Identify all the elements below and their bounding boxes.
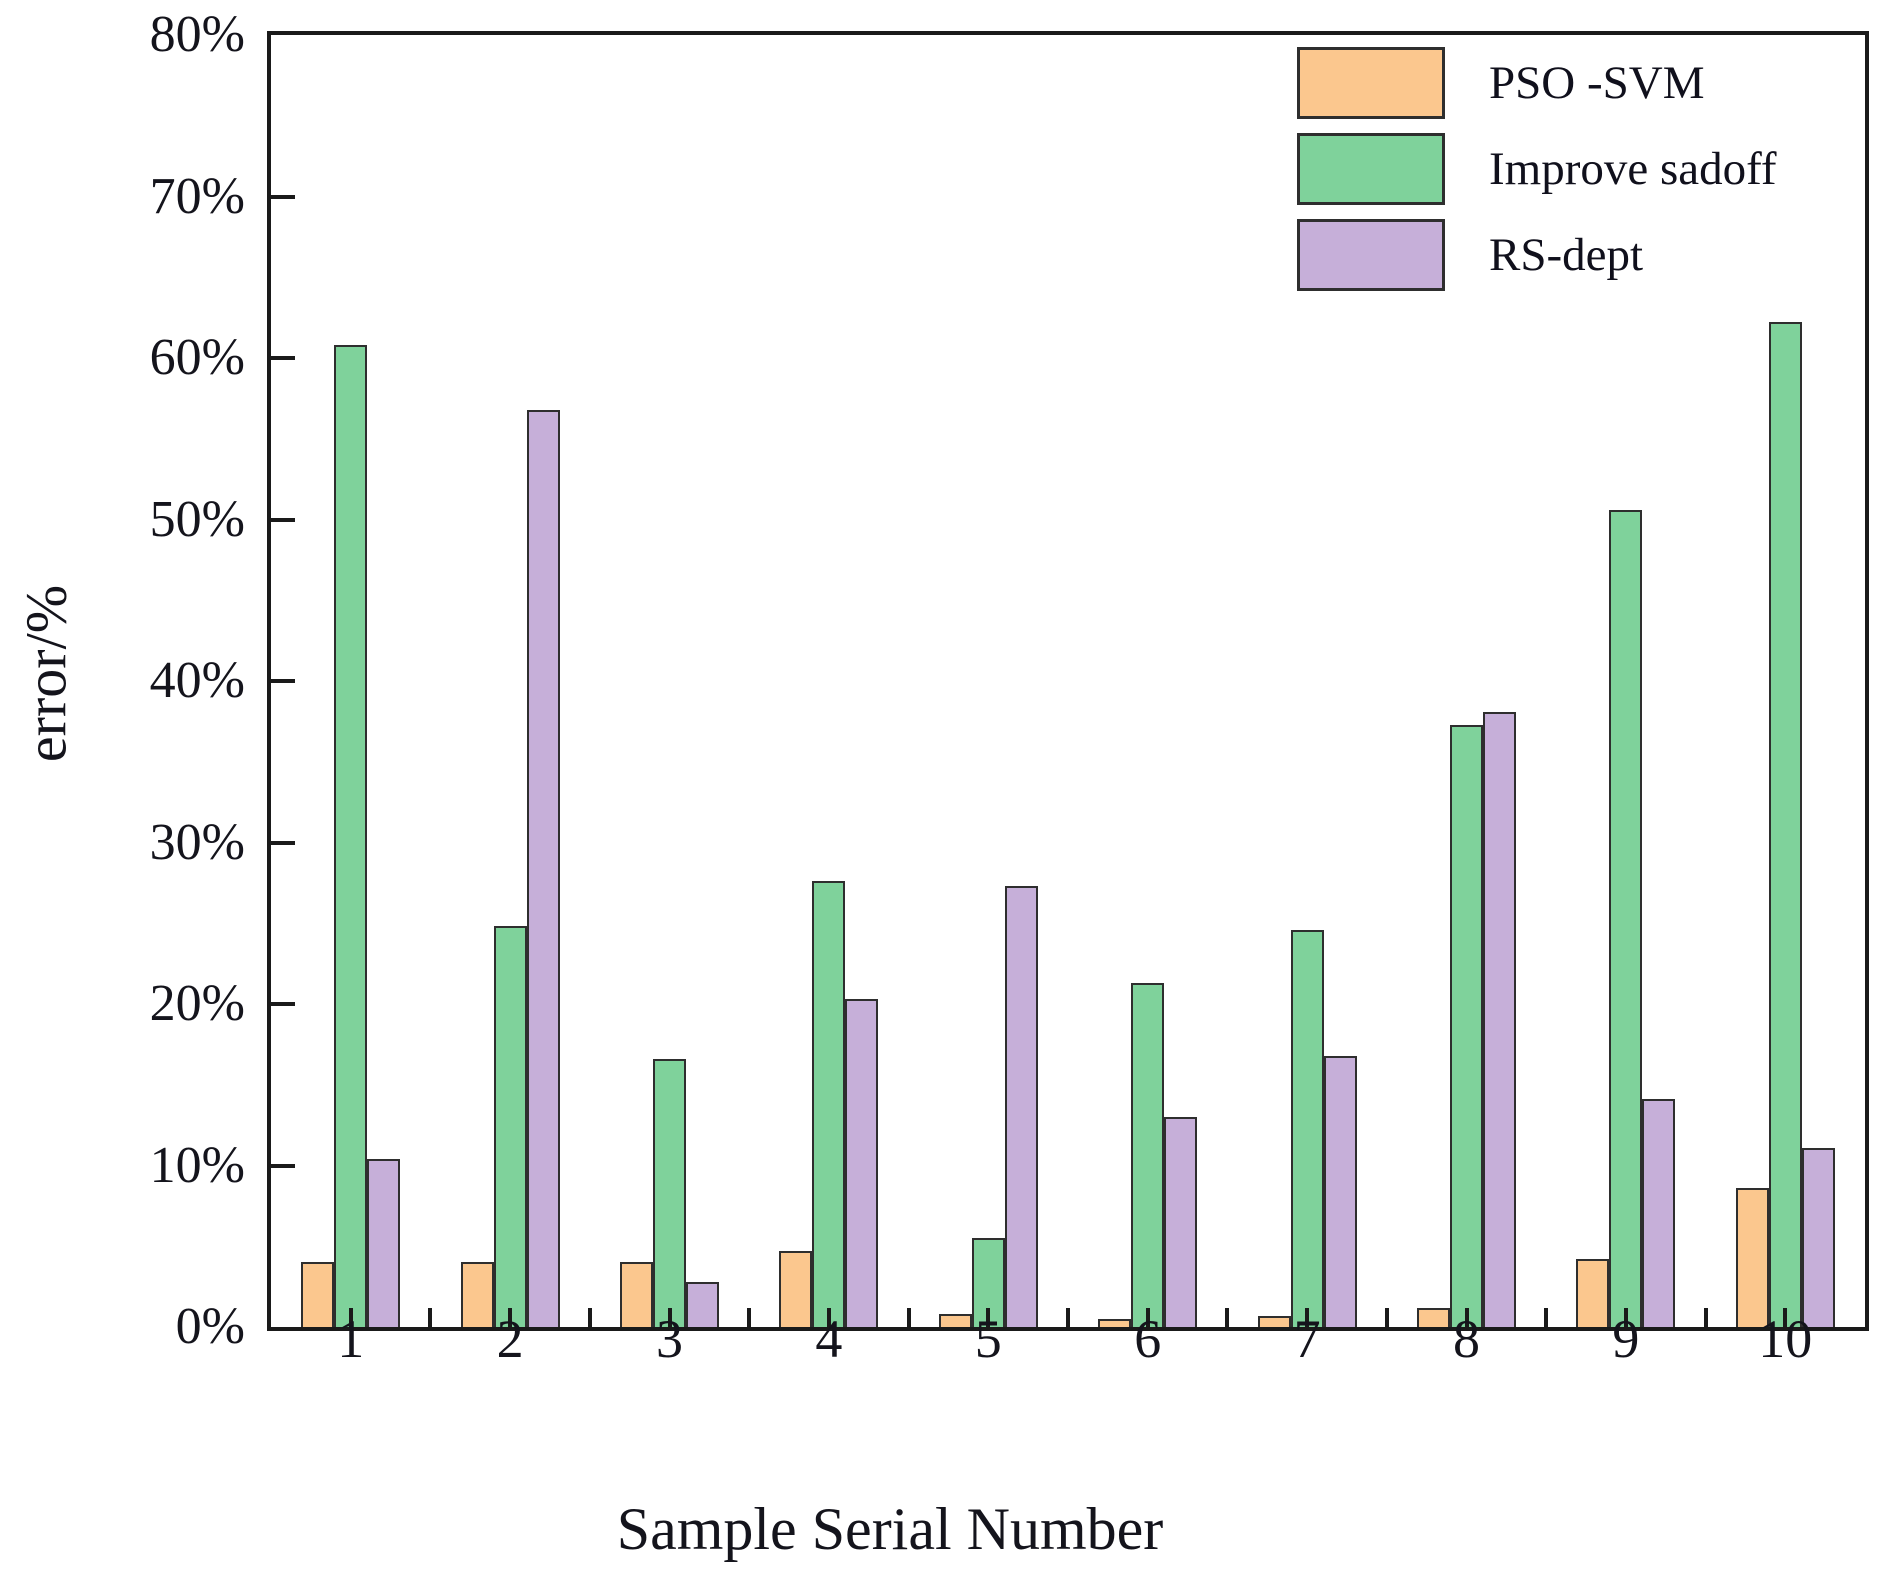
y-tick-label-40: 40%	[149, 652, 245, 709]
x-tick-label-9: 9	[1612, 1309, 1640, 1369]
x-tick-boundary-5	[1066, 1308, 1070, 1327]
legend-label-pso-svm: PSO -SVM	[1489, 57, 1705, 109]
legend-swatch-rs-dept	[1297, 219, 1445, 291]
y-tick-label-20: 20%	[149, 975, 245, 1032]
bar-improve-sadoff-1	[334, 345, 368, 1327]
y-tick-label-30: 30%	[149, 813, 245, 871]
bar-pso-svm-6	[1098, 1318, 1132, 1327]
x-tick-label-4: 4	[815, 1309, 843, 1369]
x-tick-label-3: 3	[656, 1309, 683, 1369]
x-tick-boundary-2	[587, 1308, 592, 1327]
legend-label-rs-dept: RS-dept	[1489, 229, 1644, 281]
x-tick-boundary-1	[428, 1308, 433, 1327]
bar-improve-sadoff-2	[493, 926, 527, 1327]
x-tick-boundary-4	[906, 1308, 911, 1327]
legend-entry-improve-sadoff: Improve sadoff	[1297, 133, 1777, 205]
y-tick-20	[271, 1002, 295, 1006]
bar-improve-sadoff-3	[653, 1058, 686, 1327]
bar-rs-dept-10	[1801, 1147, 1835, 1327]
x-tick-boundary-8	[1544, 1308, 1549, 1327]
y-tick-50	[271, 517, 295, 522]
bar-rs-dept-8	[1483, 711, 1516, 1327]
x-tick-label-10: 10	[1758, 1309, 1813, 1369]
bar-improve-sadoff-4	[812, 881, 846, 1327]
legend: PSO -SVM Improve sadoff RS-dept	[1297, 47, 1777, 305]
y-tick-40	[271, 679, 295, 683]
bar-pso-svm-5	[938, 1314, 972, 1327]
x-tick-center-8	[1464, 1308, 1469, 1327]
y-tick-60	[271, 356, 295, 360]
bar-pso-svm-3	[620, 1262, 653, 1327]
bar-pso-svm-4	[779, 1251, 813, 1327]
x-tick-center-5	[986, 1308, 991, 1327]
legend-entry-rs-dept: RS-dept	[1297, 219, 1777, 291]
bar-rs-dept-2	[526, 409, 560, 1327]
y-tick-10	[271, 1163, 295, 1168]
x-tick-label-2: 2	[496, 1309, 524, 1369]
y-tick-label-50: 50%	[149, 490, 245, 548]
bar-improve-sadoff-9	[1609, 509, 1643, 1327]
x-tick-center-4	[826, 1308, 831, 1327]
x-tick-center-1	[348, 1308, 353, 1327]
bar-improve-sadoff-8	[1450, 724, 1483, 1327]
y-tick-label-10: 10%	[149, 1136, 245, 1194]
legend-label-improve-sadoff: Improve sadoff	[1489, 143, 1777, 195]
bar-improve-sadoff-6	[1131, 983, 1165, 1327]
x-tick-center-2	[508, 1308, 513, 1327]
x-tick-center-9	[1623, 1308, 1628, 1327]
bar-pso-svm-1	[301, 1262, 335, 1327]
bar-rs-dept-3	[686, 1281, 719, 1327]
y-tick-70	[271, 194, 295, 199]
x-tick-boundary-3	[747, 1308, 752, 1327]
y-tick-label-70: 70%	[149, 167, 245, 225]
legend-entry-pso-svm: PSO -SVM	[1297, 47, 1777, 119]
bar-pso-svm-7	[1257, 1315, 1291, 1327]
legend-swatch-pso-svm	[1297, 47, 1445, 119]
bar-rs-dept-6	[1164, 1117, 1198, 1327]
x-axis-title: Sample Serial Number	[616, 1496, 1164, 1562]
x-tick-center-3	[667, 1308, 672, 1327]
bar-pso-svm-10	[1735, 1188, 1769, 1327]
plot-area: PSO -SVM Improve sadoff RS-dept	[267, 31, 1869, 1331]
x-tick-boundary-7	[1384, 1308, 1389, 1327]
bar-rs-dept-5	[1004, 886, 1038, 1327]
x-tick-label-6: 6	[1134, 1309, 1162, 1369]
y-tick-label-80: 80%	[149, 6, 245, 63]
y-tick-30	[271, 840, 295, 845]
x-tick-label-7: 7	[1293, 1309, 1321, 1369]
x-tick-boundary-6	[1225, 1308, 1230, 1327]
x-tick-label-8: 8	[1453, 1309, 1480, 1369]
legend-swatch-improve-sadoff	[1297, 133, 1445, 205]
bar-improve-sadoff-7	[1290, 929, 1324, 1327]
x-tick-boundary-9	[1703, 1308, 1708, 1327]
bar-rs-dept-4	[845, 999, 879, 1327]
x-tick-label-1: 1	[337, 1309, 365, 1369]
bar-improve-sadoff-10	[1768, 322, 1802, 1327]
bar-rs-dept-1	[367, 1159, 401, 1327]
bar-pso-svm-2	[460, 1262, 494, 1327]
bar-rs-dept-7	[1323, 1055, 1357, 1327]
x-tick-center-7	[1305, 1308, 1310, 1327]
y-tick-label-0: 0%	[175, 1298, 245, 1355]
x-tick-center-10	[1783, 1308, 1788, 1327]
x-tick-label-5: 5	[974, 1309, 1002, 1369]
bar-pso-svm-8	[1417, 1307, 1450, 1327]
bar-rs-dept-9	[1642, 1099, 1676, 1327]
bar-pso-svm-9	[1576, 1259, 1610, 1327]
x-tick-center-6	[1145, 1308, 1150, 1327]
y-tick-label-60: 60%	[149, 329, 245, 386]
